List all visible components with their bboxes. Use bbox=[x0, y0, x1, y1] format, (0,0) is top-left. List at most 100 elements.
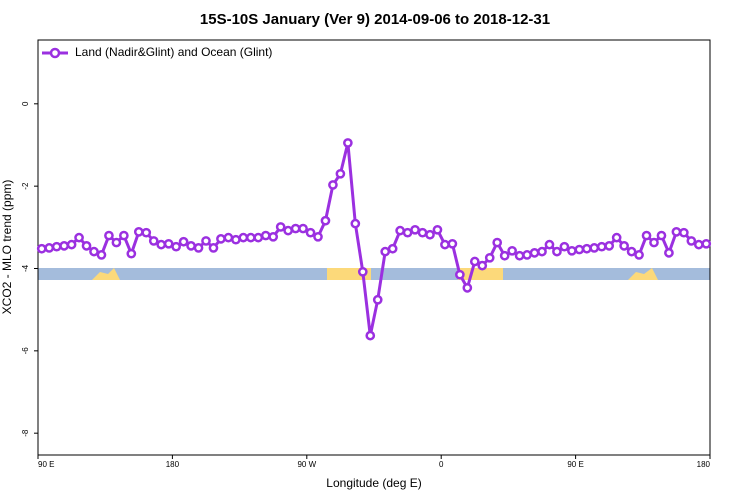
ocean-band bbox=[38, 268, 710, 280]
surface-mask bbox=[38, 268, 710, 280]
data-point bbox=[574, 244, 585, 255]
data-point bbox=[477, 260, 488, 271]
y-tick-label: -2 bbox=[21, 182, 30, 190]
data-point bbox=[455, 269, 465, 280]
data-point bbox=[81, 241, 92, 251]
data-point bbox=[343, 138, 353, 148]
data-point bbox=[604, 241, 615, 251]
data-point bbox=[320, 215, 331, 226]
y-tick-label: 0 bbox=[21, 101, 30, 106]
data-point bbox=[104, 230, 114, 241]
data-point bbox=[693, 239, 704, 250]
series-line bbox=[41, 142, 707, 336]
data-point bbox=[350, 218, 361, 229]
data-point bbox=[51, 241, 62, 252]
legend-marker bbox=[49, 47, 61, 59]
data-point bbox=[245, 232, 256, 243]
data-point bbox=[514, 250, 525, 261]
data-point bbox=[537, 246, 547, 257]
x-tick-label: 90 E bbox=[38, 460, 54, 469]
data-point bbox=[119, 230, 129, 241]
data-point bbox=[223, 232, 234, 243]
data-point bbox=[238, 232, 249, 243]
data-point bbox=[567, 245, 577, 256]
data-point bbox=[634, 250, 644, 260]
data-point bbox=[492, 237, 503, 248]
data-point bbox=[171, 241, 181, 252]
data-point bbox=[372, 294, 383, 305]
data-point bbox=[275, 222, 286, 232]
data-point bbox=[74, 232, 84, 243]
data-point bbox=[231, 234, 241, 245]
data-point bbox=[305, 227, 316, 238]
data-point bbox=[484, 252, 495, 263]
data-point bbox=[417, 227, 428, 238]
y-tick-label: -8 bbox=[21, 429, 30, 437]
data-point bbox=[201, 236, 211, 246]
data-point bbox=[283, 225, 293, 236]
y-tick-label: -4 bbox=[21, 264, 30, 272]
data-point bbox=[156, 239, 167, 250]
chart-title: 15S-10S January (Ver 9) 2014-09-06 to 20… bbox=[200, 11, 550, 28]
data-point bbox=[410, 224, 420, 235]
data-point bbox=[499, 250, 510, 261]
data-point bbox=[701, 238, 712, 249]
data-point bbox=[111, 237, 122, 248]
legend-label: Land (Nadir&Glint) and Ocean (Glint) bbox=[75, 45, 272, 59]
data-point bbox=[216, 234, 226, 244]
x-tick-label: 180 bbox=[697, 460, 711, 469]
data-point bbox=[36, 243, 47, 254]
x-tick-label: 90 E bbox=[567, 460, 583, 469]
data-point bbox=[440, 239, 450, 250]
data-point bbox=[507, 245, 517, 256]
data-point bbox=[178, 236, 189, 247]
data-point bbox=[253, 232, 264, 243]
data-point bbox=[425, 229, 435, 240]
data-point bbox=[679, 227, 689, 238]
data-point bbox=[148, 236, 159, 246]
data-point bbox=[641, 230, 652, 241]
data-point bbox=[522, 250, 532, 260]
y-axis-label: XCO2 - MLO trend (ppm) bbox=[0, 180, 14, 315]
data-point bbox=[447, 238, 458, 249]
data-point bbox=[260, 230, 271, 241]
data-point bbox=[544, 239, 555, 250]
data-point bbox=[44, 243, 55, 253]
data-point bbox=[268, 231, 279, 242]
data-point bbox=[186, 241, 196, 251]
data-point bbox=[89, 246, 99, 257]
data-point bbox=[133, 227, 144, 237]
land-band bbox=[92, 268, 120, 280]
data-point bbox=[193, 243, 204, 253]
data-point bbox=[581, 243, 592, 254]
data-point bbox=[59, 241, 69, 251]
x-tick-label: 180 bbox=[166, 460, 180, 469]
data-point bbox=[611, 232, 622, 243]
data-point bbox=[656, 230, 667, 241]
data-point bbox=[365, 330, 376, 341]
data-point bbox=[671, 227, 682, 237]
data-point bbox=[380, 246, 391, 257]
data-point bbox=[626, 246, 637, 257]
data-point bbox=[66, 239, 77, 250]
data-point bbox=[357, 266, 368, 277]
land-band bbox=[628, 268, 658, 280]
data-point bbox=[469, 256, 480, 267]
data-point bbox=[559, 241, 570, 252]
data-point bbox=[462, 282, 473, 293]
data-point bbox=[96, 250, 107, 260]
data-point bbox=[328, 180, 338, 190]
data-point bbox=[686, 236, 697, 246]
data-point bbox=[619, 241, 629, 251]
data-point bbox=[126, 248, 137, 259]
x-axis-label: Longitude (deg E) bbox=[326, 476, 421, 490]
data-point bbox=[596, 241, 607, 252]
data-point bbox=[313, 231, 323, 242]
data-point bbox=[552, 246, 562, 257]
data-point bbox=[529, 248, 540, 258]
y-tick-label: -6 bbox=[21, 347, 30, 355]
data-point bbox=[208, 243, 219, 253]
data-point bbox=[298, 223, 308, 234]
data-point bbox=[335, 168, 346, 179]
